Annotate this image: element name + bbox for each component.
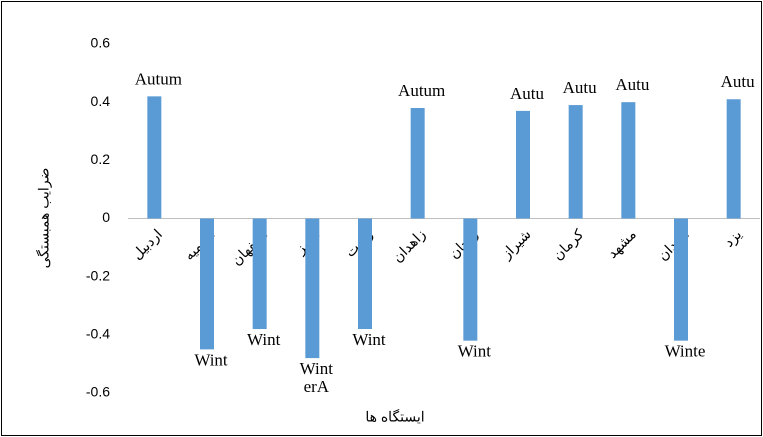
bar — [358, 218, 372, 330]
bar — [516, 110, 530, 219]
bar-annotation: Wint — [247, 330, 281, 349]
bar — [674, 218, 688, 341]
bar-annotation: Autum — [398, 81, 445, 100]
bar — [147, 96, 162, 219]
bar-annotation: Autu — [721, 72, 756, 91]
bar-annotation: Autum — [135, 69, 182, 88]
y-tick-label: -0.6 — [86, 384, 110, 400]
bar-annotation: Wint — [194, 350, 228, 369]
bar — [621, 102, 636, 219]
bar — [463, 218, 478, 341]
bar-annotation: Autu — [615, 75, 650, 94]
bar — [726, 99, 741, 219]
y-tick-label: 0.4 — [91, 93, 111, 109]
y-tick-label: 0 — [102, 209, 110, 225]
bar-annotation: erA — [304, 377, 330, 396]
bar-annotation: Autu — [563, 78, 598, 97]
y-tick-label: -0.2 — [86, 267, 110, 283]
bar-annotation: Autu — [510, 84, 545, 103]
x-axis-title: ایستگاه ها — [365, 409, 424, 425]
y-axis-title: ضرایب همبستگی — [36, 168, 53, 269]
bar-annotation: Wint — [300, 359, 334, 378]
y-tick-label: -0.4 — [86, 326, 110, 342]
bar — [410, 107, 425, 219]
bar-annotation: Wint — [458, 342, 492, 361]
bar — [252, 218, 267, 330]
bar — [200, 218, 214, 350]
y-tick-label: 0.2 — [91, 151, 111, 167]
bar — [568, 105, 583, 219]
y-tick-label: 0.6 — [91, 35, 111, 51]
bar-annotation: Winte — [665, 342, 706, 361]
bar — [305, 218, 320, 359]
bar-annotation: Wint — [352, 330, 386, 349]
